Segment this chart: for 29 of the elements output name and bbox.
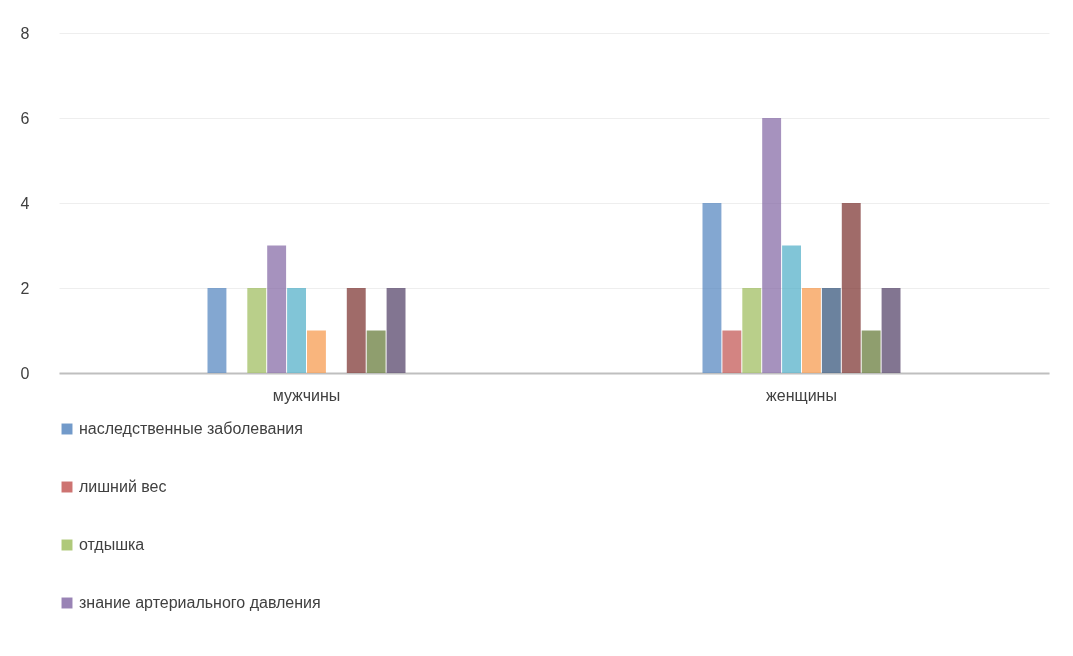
- bar: [841, 203, 861, 373]
- bar: [267, 245, 287, 373]
- bar: [762, 118, 782, 373]
- bar: [287, 288, 306, 373]
- bar: [722, 330, 742, 373]
- bar: [802, 288, 821, 373]
- bar: [881, 288, 901, 373]
- bar: [861, 330, 881, 373]
- y-tick-label: 6: [20, 109, 30, 127]
- bar: [386, 288, 406, 373]
- y-tick-label: 2: [20, 279, 30, 297]
- legend-label: знание артериального давления: [79, 594, 321, 611]
- bar: [247, 288, 267, 373]
- legend-label: лишний вес: [79, 478, 167, 495]
- bar: [346, 288, 366, 373]
- legend-label: отдышка: [79, 536, 145, 553]
- y-tick-label: 8: [20, 24, 30, 42]
- x-tick-label: женщины: [766, 386, 837, 404]
- legend-label: наследственные заболевания: [79, 420, 303, 437]
- bar: [782, 245, 801, 373]
- bar: [702, 203, 722, 373]
- y-tick-label: 4: [20, 194, 30, 212]
- y-tick-label: 0: [20, 364, 30, 382]
- x-tick-label: мужчины: [272, 386, 341, 404]
- bar: [366, 330, 386, 373]
- bar: [207, 288, 227, 373]
- bar: [742, 288, 762, 373]
- bar: [307, 330, 326, 373]
- bar: [821, 288, 841, 373]
